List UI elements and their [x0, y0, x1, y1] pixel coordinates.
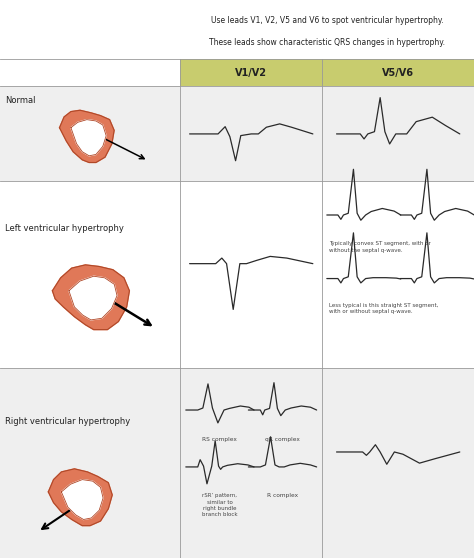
Polygon shape [48, 469, 112, 526]
Bar [0, 0, 474, 59]
Text: Typically convex ST segment, with or
without the septal q-wave.: Typically convex ST segment, with or wit… [329, 241, 431, 253]
Text: Use leads V1, V2, V5 and V6 to spot ventricular hypertrophy.: Use leads V1, V2, V5 and V6 to spot vent… [211, 16, 443, 25]
Polygon shape [71, 119, 106, 156]
Text: These leads show characteristic QRS changes in hypertrophy.: These leads show characteristic QRS chan… [209, 38, 445, 47]
Text: RS complex: RS complex [202, 436, 237, 441]
Text: rSR’ pattern,
similar to
right bundle
branch block: rSR’ pattern, similar to right bundle br… [202, 493, 238, 517]
Text: qR complex: qR complex [265, 436, 300, 441]
Polygon shape [53, 265, 129, 330]
Text: V1/V2: V1/V2 [235, 68, 267, 78]
Polygon shape [69, 276, 117, 320]
Bar [0, 181, 474, 368]
Bar [0, 368, 474, 558]
Bar [0, 86, 474, 181]
Text: Less typical is this straight ST segment,
with or without septal q-wave.: Less typical is this straight ST segment… [329, 303, 439, 315]
Text: R complex: R complex [267, 493, 298, 498]
Text: Left ventricular hypertrophy: Left ventricular hypertrophy [5, 224, 124, 233]
Polygon shape [60, 110, 114, 162]
Text: Normal: Normal [5, 96, 35, 105]
Bar [180, 59, 474, 86]
Text: V5/V6: V5/V6 [382, 68, 414, 78]
Text: Right ventricular hypertrophy: Right ventricular hypertrophy [5, 417, 130, 426]
Polygon shape [62, 479, 103, 519]
